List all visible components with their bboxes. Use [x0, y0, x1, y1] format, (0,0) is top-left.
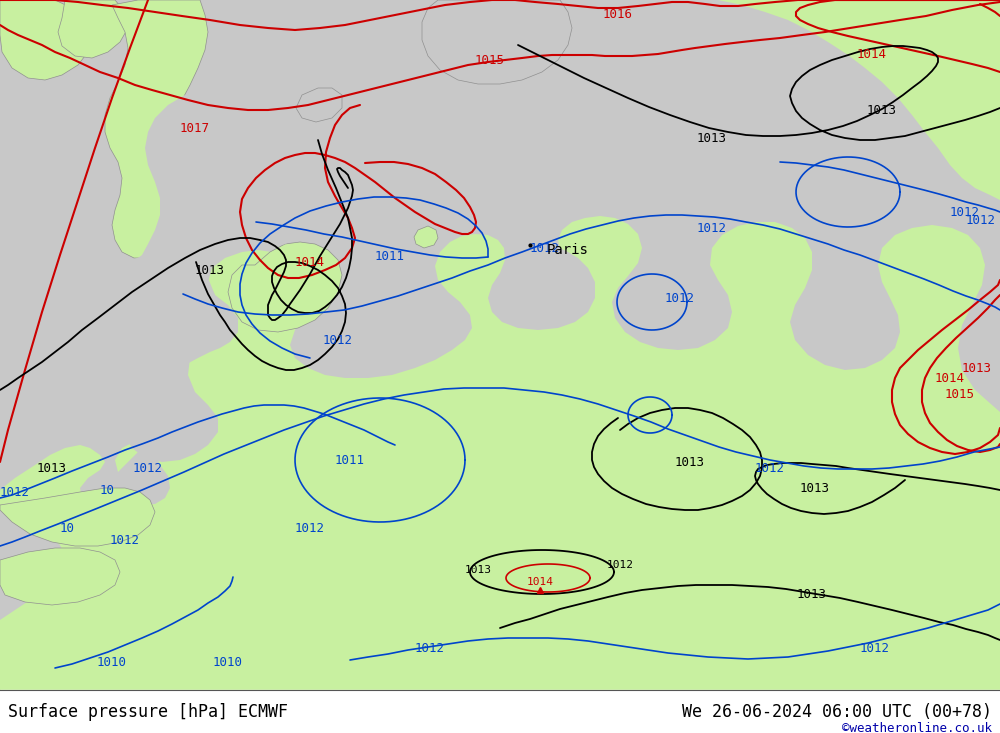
Text: 1011: 1011: [375, 249, 405, 262]
Text: 1012: 1012: [295, 521, 325, 534]
Text: 1010: 1010: [213, 655, 243, 668]
Text: 1013: 1013: [675, 455, 705, 468]
Polygon shape: [228, 242, 342, 332]
Text: 1013: 1013: [37, 462, 67, 474]
Text: 1014: 1014: [857, 48, 887, 62]
Text: 1011: 1011: [335, 454, 365, 466]
Text: 1012: 1012: [323, 334, 353, 347]
Text: 1012: 1012: [665, 292, 695, 304]
Text: 1013: 1013: [464, 565, 492, 575]
Text: 1013: 1013: [962, 361, 992, 375]
Text: 1012: 1012: [860, 641, 890, 655]
Text: 1012: 1012: [966, 213, 996, 226]
Text: 1012: 1012: [0, 485, 30, 498]
Text: 1012: 1012: [755, 462, 785, 474]
Polygon shape: [105, 252, 218, 462]
Text: 1013: 1013: [867, 103, 897, 117]
Text: 1017: 1017: [180, 122, 210, 134]
Text: 1013: 1013: [195, 263, 225, 276]
Polygon shape: [0, 0, 92, 80]
Text: ©weatheronline.co.uk: ©weatheronline.co.uk: [842, 721, 992, 733]
Text: 1012: 1012: [530, 241, 560, 254]
Text: 1012: 1012: [606, 560, 634, 570]
Text: 1015: 1015: [475, 54, 505, 67]
Text: 10: 10: [100, 484, 115, 496]
Text: 1012: 1012: [950, 205, 980, 218]
Polygon shape: [296, 88, 342, 122]
Polygon shape: [0, 0, 1000, 690]
Bar: [0, 690, 1000, 733]
Text: 1013: 1013: [697, 131, 727, 144]
Text: 1014: 1014: [295, 256, 325, 268]
Polygon shape: [0, 0, 200, 505]
Text: We 26-06-2024 06:00 UTC (00+78): We 26-06-2024 06:00 UTC (00+78): [682, 703, 992, 721]
Polygon shape: [422, 0, 572, 84]
Text: 10: 10: [60, 521, 75, 534]
Text: 1013: 1013: [800, 482, 830, 495]
Text: 1012: 1012: [133, 462, 163, 474]
Text: Paris: Paris: [547, 243, 589, 257]
Text: Surface pressure [hPa] ECMWF: Surface pressure [hPa] ECMWF: [8, 703, 288, 721]
Text: 1010: 1010: [97, 655, 127, 668]
Text: 1012: 1012: [415, 641, 445, 655]
Text: 1016: 1016: [603, 7, 633, 21]
Polygon shape: [58, 0, 128, 58]
Polygon shape: [414, 226, 438, 248]
Polygon shape: [105, 0, 208, 258]
Text: 1012: 1012: [110, 534, 140, 547]
Polygon shape: [138, 86, 350, 258]
Text: 1015: 1015: [945, 388, 975, 402]
Text: 1014: 1014: [935, 372, 965, 385]
Text: 1012: 1012: [697, 221, 727, 235]
Polygon shape: [0, 548, 120, 605]
Text: 1013: 1013: [797, 589, 827, 602]
Polygon shape: [0, 488, 155, 546]
Text: 1014: 1014: [526, 577, 554, 587]
